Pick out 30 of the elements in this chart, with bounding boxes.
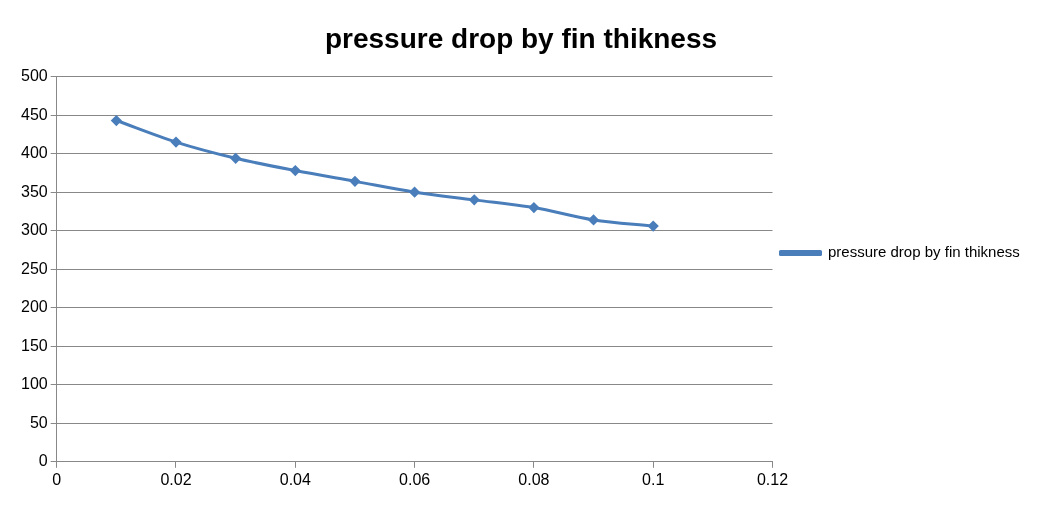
y-tick-label: 0 xyxy=(38,452,48,470)
point xyxy=(469,194,480,205)
y-tick-label: 250 xyxy=(20,259,48,277)
x-tick-label: 0.06 xyxy=(399,470,431,488)
y-tick-label: 500 xyxy=(20,67,48,85)
x-tick-label: 0 xyxy=(52,470,62,488)
y-tick-label: 300 xyxy=(20,221,48,239)
y-tick-label: 50 xyxy=(29,413,48,431)
point xyxy=(588,214,599,225)
legend-label: pressure drop by fin thikness xyxy=(828,243,1020,261)
point xyxy=(290,165,301,176)
point xyxy=(171,137,181,148)
y-tick-label: 200 xyxy=(20,298,48,316)
point xyxy=(111,115,122,126)
point xyxy=(349,176,360,187)
point xyxy=(528,202,539,213)
x-tick-label: 0.1 xyxy=(642,470,665,488)
y-tick-label: 350 xyxy=(20,182,48,200)
y-tick-label: 400 xyxy=(20,144,48,162)
x-tick-label: 0.12 xyxy=(756,470,789,488)
point xyxy=(409,187,420,198)
point xyxy=(230,153,241,164)
x-tick-label: 0.04 xyxy=(279,470,311,488)
x-tick-label: 0.02 xyxy=(160,470,192,488)
y-tick-label: 100 xyxy=(20,375,48,393)
x-tick-label: 0.08 xyxy=(518,470,550,488)
y-tick-label: 150 xyxy=(20,336,48,354)
point xyxy=(648,221,659,232)
chart-title: pressure drop by fin thikness xyxy=(324,22,718,54)
y-tick-label: 450 xyxy=(20,105,48,123)
